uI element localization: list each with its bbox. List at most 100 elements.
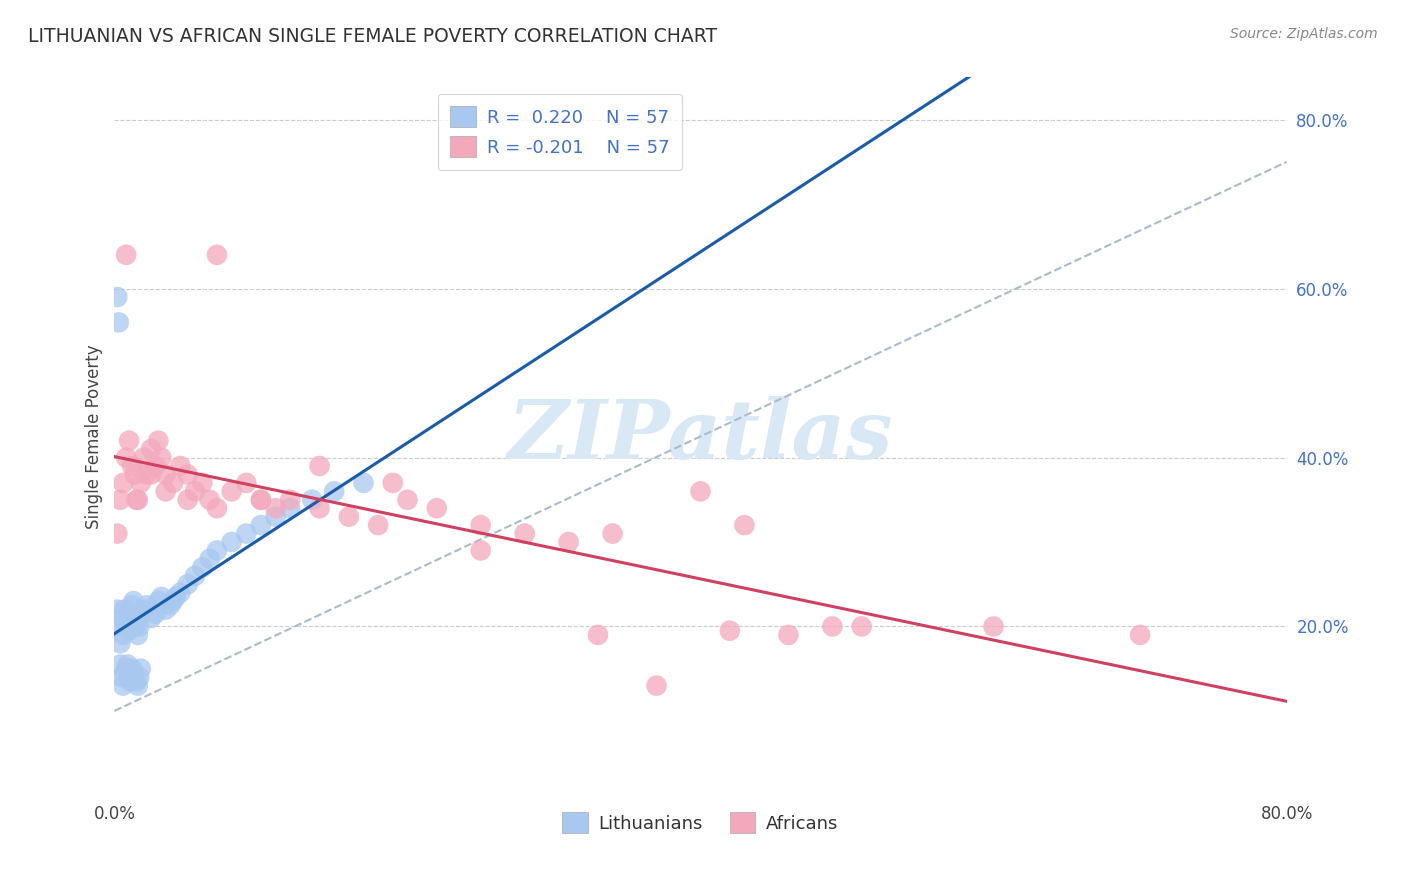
Point — [323, 484, 346, 499]
Point — [162, 594, 184, 608]
Point — [129, 475, 152, 490]
Point — [120, 674, 142, 689]
Point — [221, 484, 243, 499]
Point — [353, 475, 375, 490]
Point — [129, 607, 152, 621]
Point — [250, 492, 273, 507]
Point — [983, 619, 1005, 633]
Point — [129, 662, 152, 676]
Point — [139, 467, 162, 482]
Point — [367, 518, 389, 533]
Point — [132, 602, 155, 616]
Point — [689, 484, 711, 499]
Point — [110, 492, 132, 507]
Point — [557, 535, 579, 549]
Point — [513, 526, 536, 541]
Point — [135, 599, 157, 613]
Point — [107, 619, 129, 633]
Point — [110, 636, 132, 650]
Point — [117, 657, 139, 672]
Point — [337, 509, 360, 524]
Point — [169, 458, 191, 473]
Point — [127, 628, 149, 642]
Point — [125, 611, 148, 625]
Point — [169, 585, 191, 599]
Point — [426, 501, 449, 516]
Point — [176, 577, 198, 591]
Point — [176, 467, 198, 482]
Point — [128, 619, 150, 633]
Point — [470, 518, 492, 533]
Point — [124, 619, 146, 633]
Point — [162, 475, 184, 490]
Point — [107, 315, 129, 329]
Point — [115, 662, 138, 676]
Point — [105, 602, 128, 616]
Point — [118, 434, 141, 448]
Point — [105, 526, 128, 541]
Point — [264, 501, 287, 516]
Point — [121, 662, 143, 676]
Y-axis label: Single Female Poverty: Single Female Poverty — [86, 344, 103, 529]
Point — [198, 492, 221, 507]
Point — [135, 467, 157, 482]
Point — [128, 670, 150, 684]
Point — [145, 458, 167, 473]
Point — [145, 607, 167, 621]
Point — [115, 619, 138, 633]
Point — [118, 670, 141, 684]
Point — [308, 458, 330, 473]
Point — [110, 657, 132, 672]
Point — [235, 526, 257, 541]
Point — [118, 624, 141, 638]
Point — [117, 607, 139, 621]
Point — [121, 458, 143, 473]
Point — [308, 501, 330, 516]
Point — [165, 590, 187, 604]
Point — [718, 624, 741, 638]
Legend: Lithuanians, Africans: Lithuanians, Africans — [551, 801, 849, 844]
Point — [159, 599, 181, 613]
Point — [150, 590, 173, 604]
Point — [115, 450, 138, 465]
Point — [235, 475, 257, 490]
Point — [396, 492, 419, 507]
Point — [127, 679, 149, 693]
Point — [278, 501, 301, 516]
Point — [114, 602, 136, 616]
Point — [778, 628, 800, 642]
Point — [470, 543, 492, 558]
Point — [602, 526, 624, 541]
Point — [150, 450, 173, 465]
Point — [155, 602, 177, 616]
Point — [191, 475, 214, 490]
Point — [586, 628, 609, 642]
Point — [851, 619, 873, 633]
Point — [124, 670, 146, 684]
Point — [205, 501, 228, 516]
Point — [112, 679, 135, 693]
Point — [821, 619, 844, 633]
Point — [176, 492, 198, 507]
Point — [205, 543, 228, 558]
Point — [148, 434, 170, 448]
Point — [155, 484, 177, 499]
Point — [733, 518, 755, 533]
Point — [122, 665, 145, 680]
Point — [250, 518, 273, 533]
Point — [139, 611, 162, 625]
Point — [198, 552, 221, 566]
Point — [121, 599, 143, 613]
Point — [184, 484, 207, 499]
Point — [264, 509, 287, 524]
Point — [115, 248, 138, 262]
Point — [205, 248, 228, 262]
Point — [155, 467, 177, 482]
Point — [250, 492, 273, 507]
Point — [111, 670, 134, 684]
Point — [132, 450, 155, 465]
Point — [124, 467, 146, 482]
Point — [221, 535, 243, 549]
Point — [645, 679, 668, 693]
Text: Source: ZipAtlas.com: Source: ZipAtlas.com — [1230, 27, 1378, 41]
